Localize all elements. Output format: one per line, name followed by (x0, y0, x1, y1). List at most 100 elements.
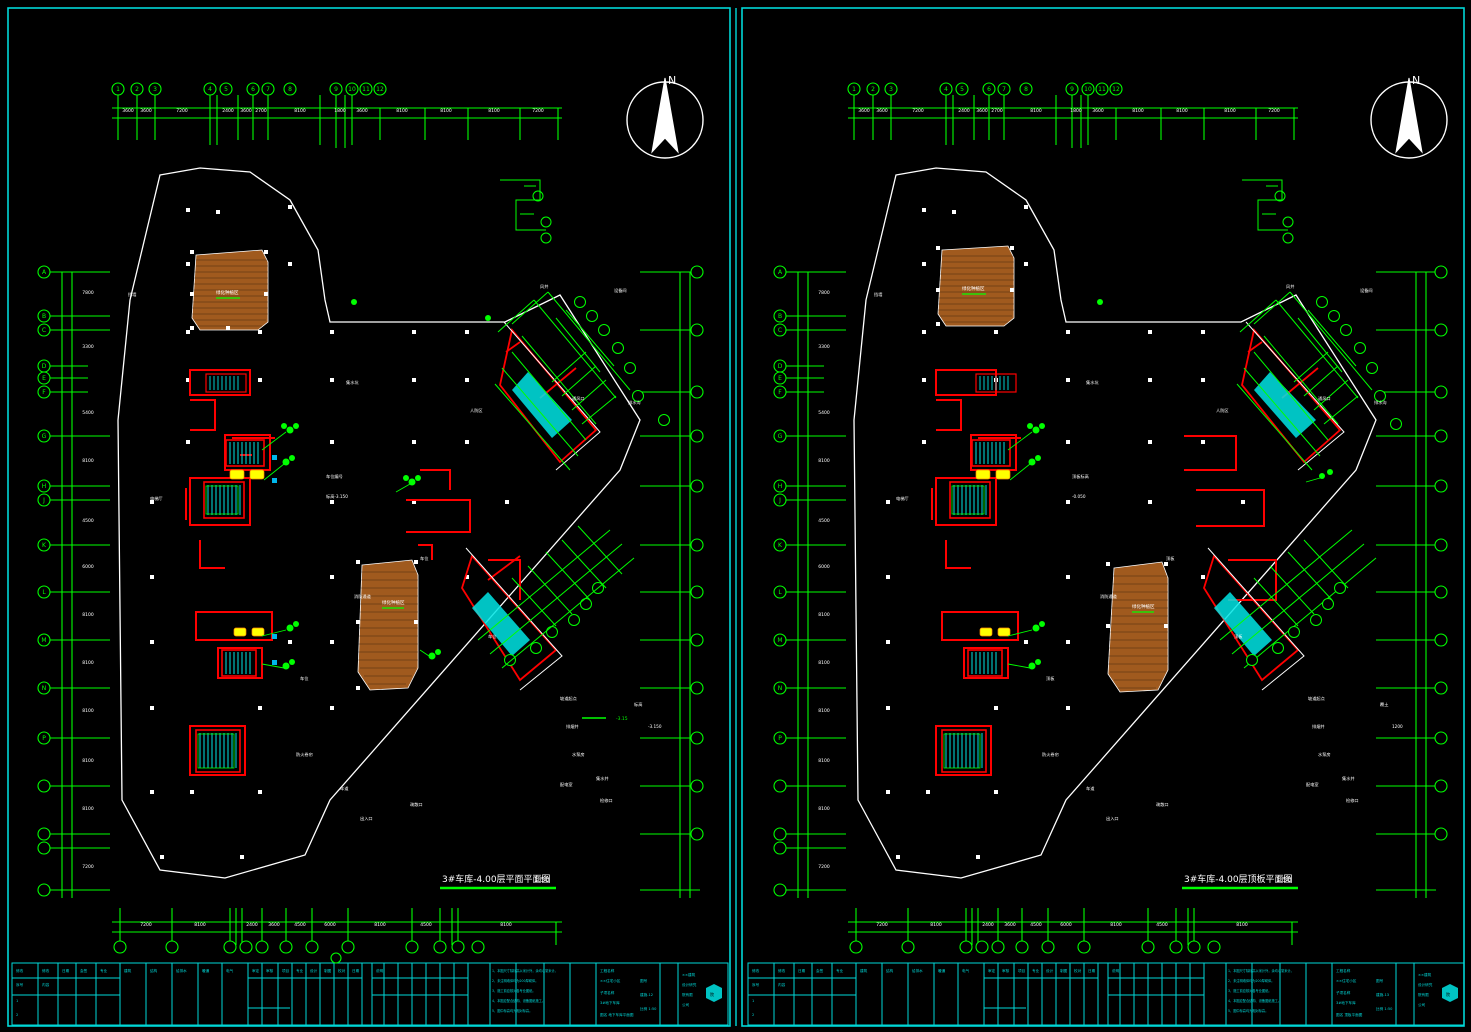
svg-text:8100: 8100 (818, 458, 830, 464)
svg-text:制图: 制图 (1060, 968, 1068, 973)
svg-text:电气: 电气 (226, 968, 234, 973)
stair-core-2-right[interactable] (949, 481, 991, 519)
svg-text:8100: 8100 (818, 612, 830, 618)
svg-text:8100: 8100 (82, 458, 94, 464)
selection-grips-left[interactable] (272, 455, 277, 665)
stair-core-3-right[interactable] (967, 649, 1003, 677)
detail-callout-right (1242, 179, 1294, 244)
top-dimension-chain-left (112, 95, 562, 148)
drawing-title-group-left: 3#车库-4.00层平面平面图 1:50 (440, 873, 556, 890)
svg-text:8100: 8100 (818, 660, 830, 666)
svg-text:日期: 日期 (1088, 968, 1096, 973)
landscape-area-upper-right[interactable]: 绿化种植区 (936, 245, 1015, 327)
svg-text:会签: 会签 (816, 968, 824, 973)
stair-core-5-left[interactable] (205, 373, 247, 393)
svg-text:K: K (778, 542, 783, 549)
drawing-scale-left: 1:50 (534, 876, 550, 884)
left-grid-bubbles-right[interactable] (773, 265, 787, 897)
company-seal-right: 院 (1442, 984, 1458, 1002)
svg-text:院: 院 (1446, 991, 1450, 997)
svg-text:疏散口: 疏散口 (410, 801, 423, 808)
left-dimension-chain-left (50, 271, 110, 898)
diagonal-grid-bubbles-right[interactable] (1246, 296, 1402, 666)
svg-text:8100: 8100 (1132, 108, 1144, 114)
svg-text:L: L (778, 589, 782, 596)
angled-wing-right[interactable] (1203, 321, 1345, 691)
svg-text:日期: 日期 (798, 968, 806, 973)
right-grid-bubbles-right[interactable] (1434, 265, 1448, 841)
svg-text:检修口: 检修口 (1346, 797, 1359, 804)
svg-text:5400: 5400 (82, 410, 94, 416)
landscape-area-lower-left[interactable]: 绿化种植区 (356, 559, 419, 691)
title-block-left[interactable] (11, 962, 729, 1026)
svg-text:设计研究: 设计研究 (682, 982, 697, 987)
landscape-area-lower-right[interactable]: 绿化种植区 (1106, 561, 1169, 693)
svg-text:出入口: 出入口 (360, 815, 373, 822)
sheet-marker-left[interactable] (330, 952, 342, 964)
stair-core-5-right[interactable] (975, 373, 1017, 393)
top-grid-bubbles-right[interactable] (847, 82, 1123, 96)
drawing-title-left: 3#车库-4.00层平面平面图 (442, 873, 551, 885)
svg-text:6: 6 (987, 86, 991, 93)
svg-text:坡道起点: 坡道起点 (1308, 695, 1325, 702)
svg-text:H: H (778, 483, 783, 490)
svg-text:设计: 设计 (310, 968, 318, 973)
svg-text:1: 1 (116, 86, 120, 93)
stair-core-4-left[interactable] (195, 729, 241, 773)
svg-text:建筑: 建筑 (124, 968, 132, 973)
north-arrow-right: N (1370, 74, 1448, 159)
svg-text:G: G (42, 433, 47, 440)
north-arrow-left: N (626, 74, 704, 159)
svg-text:××建筑: ××建筑 (1418, 972, 1432, 977)
svg-text:4: 4 (944, 86, 948, 93)
svg-text:8100: 8100 (294, 108, 306, 114)
svg-text:E: E (42, 375, 46, 382)
stair-core-2-left[interactable] (203, 481, 245, 519)
core-walls-left[interactable] (185, 369, 521, 776)
left-grid-bubbles-left[interactable] (37, 265, 51, 897)
fixture-group-left (229, 469, 265, 637)
title-block-right[interactable] (747, 962, 1465, 1026)
svg-text:修改: 修改 (16, 968, 24, 973)
svg-text:车道: 车道 (340, 785, 349, 792)
svg-text:D: D (42, 363, 47, 370)
top-grid-bubbles-left[interactable] (111, 82, 387, 96)
svg-text:车位: 车位 (420, 555, 428, 562)
svg-text:5、图中标高均为相对标高。: 5、图中标高均为相对标高。 (1228, 1008, 1268, 1013)
top-dimension-chain-right (848, 95, 1298, 148)
stair-core-3-left[interactable] (221, 649, 257, 677)
wing-hatch-upper (512, 372, 572, 438)
svg-text:暖通: 暖通 (938, 968, 946, 973)
svg-text:8100: 8100 (818, 708, 830, 714)
svg-text:7200: 7200 (532, 108, 544, 114)
svg-text:2700: 2700 (255, 108, 267, 114)
right-grid-bubbles-left[interactable] (690, 265, 704, 841)
svg-text:5: 5 (224, 86, 228, 93)
angled-wing-left[interactable] (461, 321, 601, 691)
svg-text:2: 2 (135, 86, 139, 93)
svg-text:8100: 8100 (1030, 108, 1042, 114)
svg-text:集水坑: 集水坑 (346, 379, 359, 386)
svg-text:说明: 说明 (1112, 968, 1120, 973)
svg-text:3600: 3600 (858, 108, 870, 114)
landscape-area-upper-left[interactable]: 绿化种植区 (190, 249, 269, 331)
svg-text:院有限: 院有限 (682, 992, 693, 997)
svg-text:4: 4 (208, 86, 212, 93)
svg-text:专业: 专业 (100, 968, 108, 973)
svg-text:车道: 车道 (1086, 785, 1095, 792)
leader-lines-right (1007, 431, 1321, 669)
stair-core-1-left[interactable] (225, 439, 265, 467)
stair-core-4-right[interactable] (941, 729, 987, 773)
fixture-group-right (975, 469, 1011, 637)
svg-text:-0.050: -0.050 (1072, 494, 1086, 499)
bottom-grid-bubbles-left[interactable] (113, 940, 485, 954)
stair-core-1-right[interactable] (971, 439, 1011, 467)
svg-text:序号: 序号 (752, 982, 760, 987)
bottom-grid-bubbles-right[interactable] (849, 940, 1221, 954)
svg-text:修改: 修改 (778, 968, 786, 973)
